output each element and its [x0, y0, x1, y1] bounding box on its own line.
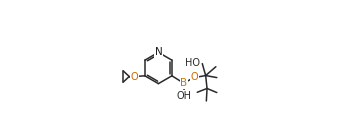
Text: O: O [190, 72, 198, 82]
Text: OH: OH [177, 91, 192, 101]
Text: N: N [154, 47, 162, 57]
Text: O: O [131, 72, 139, 81]
Text: HO: HO [185, 58, 200, 68]
Text: B: B [180, 78, 187, 88]
